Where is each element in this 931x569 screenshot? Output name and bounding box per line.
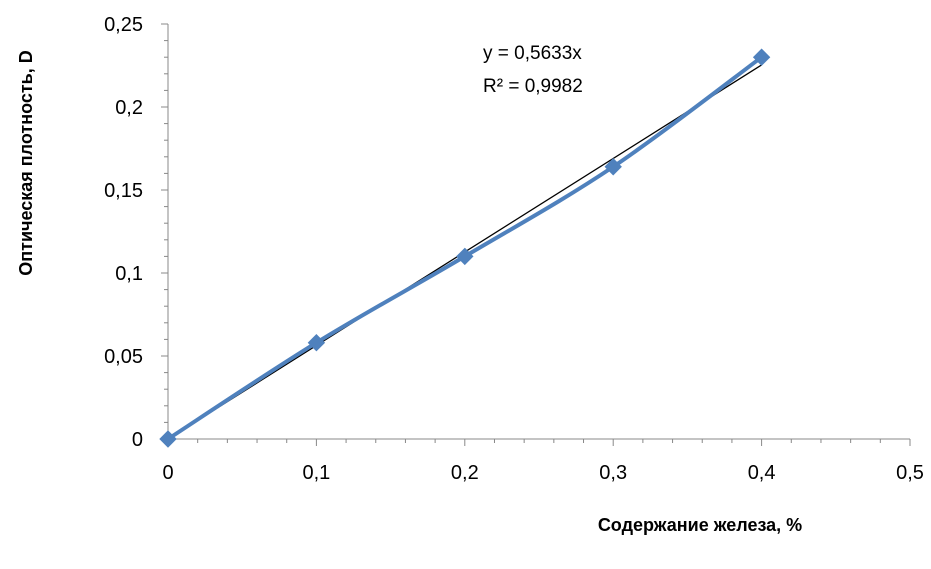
- trendline-equation: y = 0,5633x: [483, 43, 582, 64]
- data-point: [456, 247, 474, 266]
- y-axis-title: Оптическая плотность, D: [16, 50, 36, 275]
- y-tick-label: 0,2: [115, 97, 143, 119]
- data-point: [752, 48, 771, 66]
- data-point: [604, 158, 622, 176]
- x-tick-label: 0,3: [599, 462, 627, 484]
- y-tick-label: 0,15: [104, 180, 143, 202]
- y-tick-label: 0,1: [115, 263, 143, 285]
- x-axis-title: Содержание железа, %: [598, 515, 802, 535]
- y-tick-labels: 0 0,05 0,1 0,15 0,2 0,25: [104, 14, 143, 451]
- data-point: [307, 334, 326, 352]
- x-tick-label: 0,5: [896, 462, 924, 484]
- series: [159, 48, 771, 448]
- x-tick-label: 0,2: [451, 462, 479, 484]
- x-tick-label: 0: [162, 462, 173, 484]
- y-tick-label: 0: [132, 429, 143, 451]
- axes: [161, 23, 911, 446]
- data-point: [159, 430, 177, 448]
- trendline-r-squared: R² = 0,9982: [483, 76, 583, 97]
- x-tick-label: 0,4: [748, 462, 776, 484]
- y-tick-label: 0,05: [104, 346, 143, 368]
- x-tick-label: 0,1: [302, 462, 330, 484]
- y-tick-label: 0,25: [104, 14, 143, 36]
- x-tick-labels: 0 0,1 0,2 0,3 0,4 0,5: [162, 462, 923, 484]
